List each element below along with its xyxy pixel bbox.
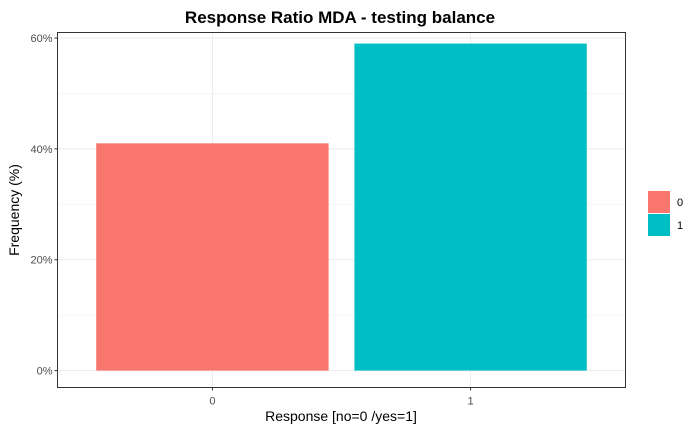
x-tick-label: 0 [209, 396, 215, 408]
panel-border [57, 32, 626, 388]
legend-label-0: 0 [677, 197, 683, 209]
x-tick-label: 1 [468, 396, 474, 408]
y-tick-label: 0% [37, 366, 53, 378]
bar-0 [96, 143, 329, 371]
chart-title: Response Ratio MDA - testing balance [185, 8, 495, 27]
bar-1 [354, 43, 587, 371]
legend-label-1: 1 [677, 220, 683, 232]
bars [96, 43, 587, 371]
y-axis-title: Frequency (%) [6, 164, 22, 256]
y-axis: 0% 20% 40% 60% [30, 33, 58, 378]
y-tick-label: 40% [30, 144, 52, 156]
plot-panel [57, 32, 626, 388]
y-tick-label: 60% [30, 33, 52, 45]
y-tick-label: 20% [30, 255, 52, 267]
x-axis-title: Response [no=0 /yes=1] [265, 408, 417, 424]
legend-key-1 [648, 214, 670, 236]
legend-key-0 [648, 191, 670, 213]
legend: 01 [648, 191, 683, 236]
